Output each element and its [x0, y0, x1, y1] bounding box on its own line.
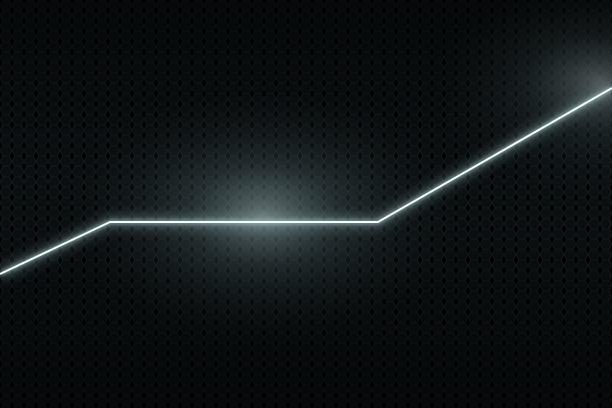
light-line: [0, 87, 612, 275]
